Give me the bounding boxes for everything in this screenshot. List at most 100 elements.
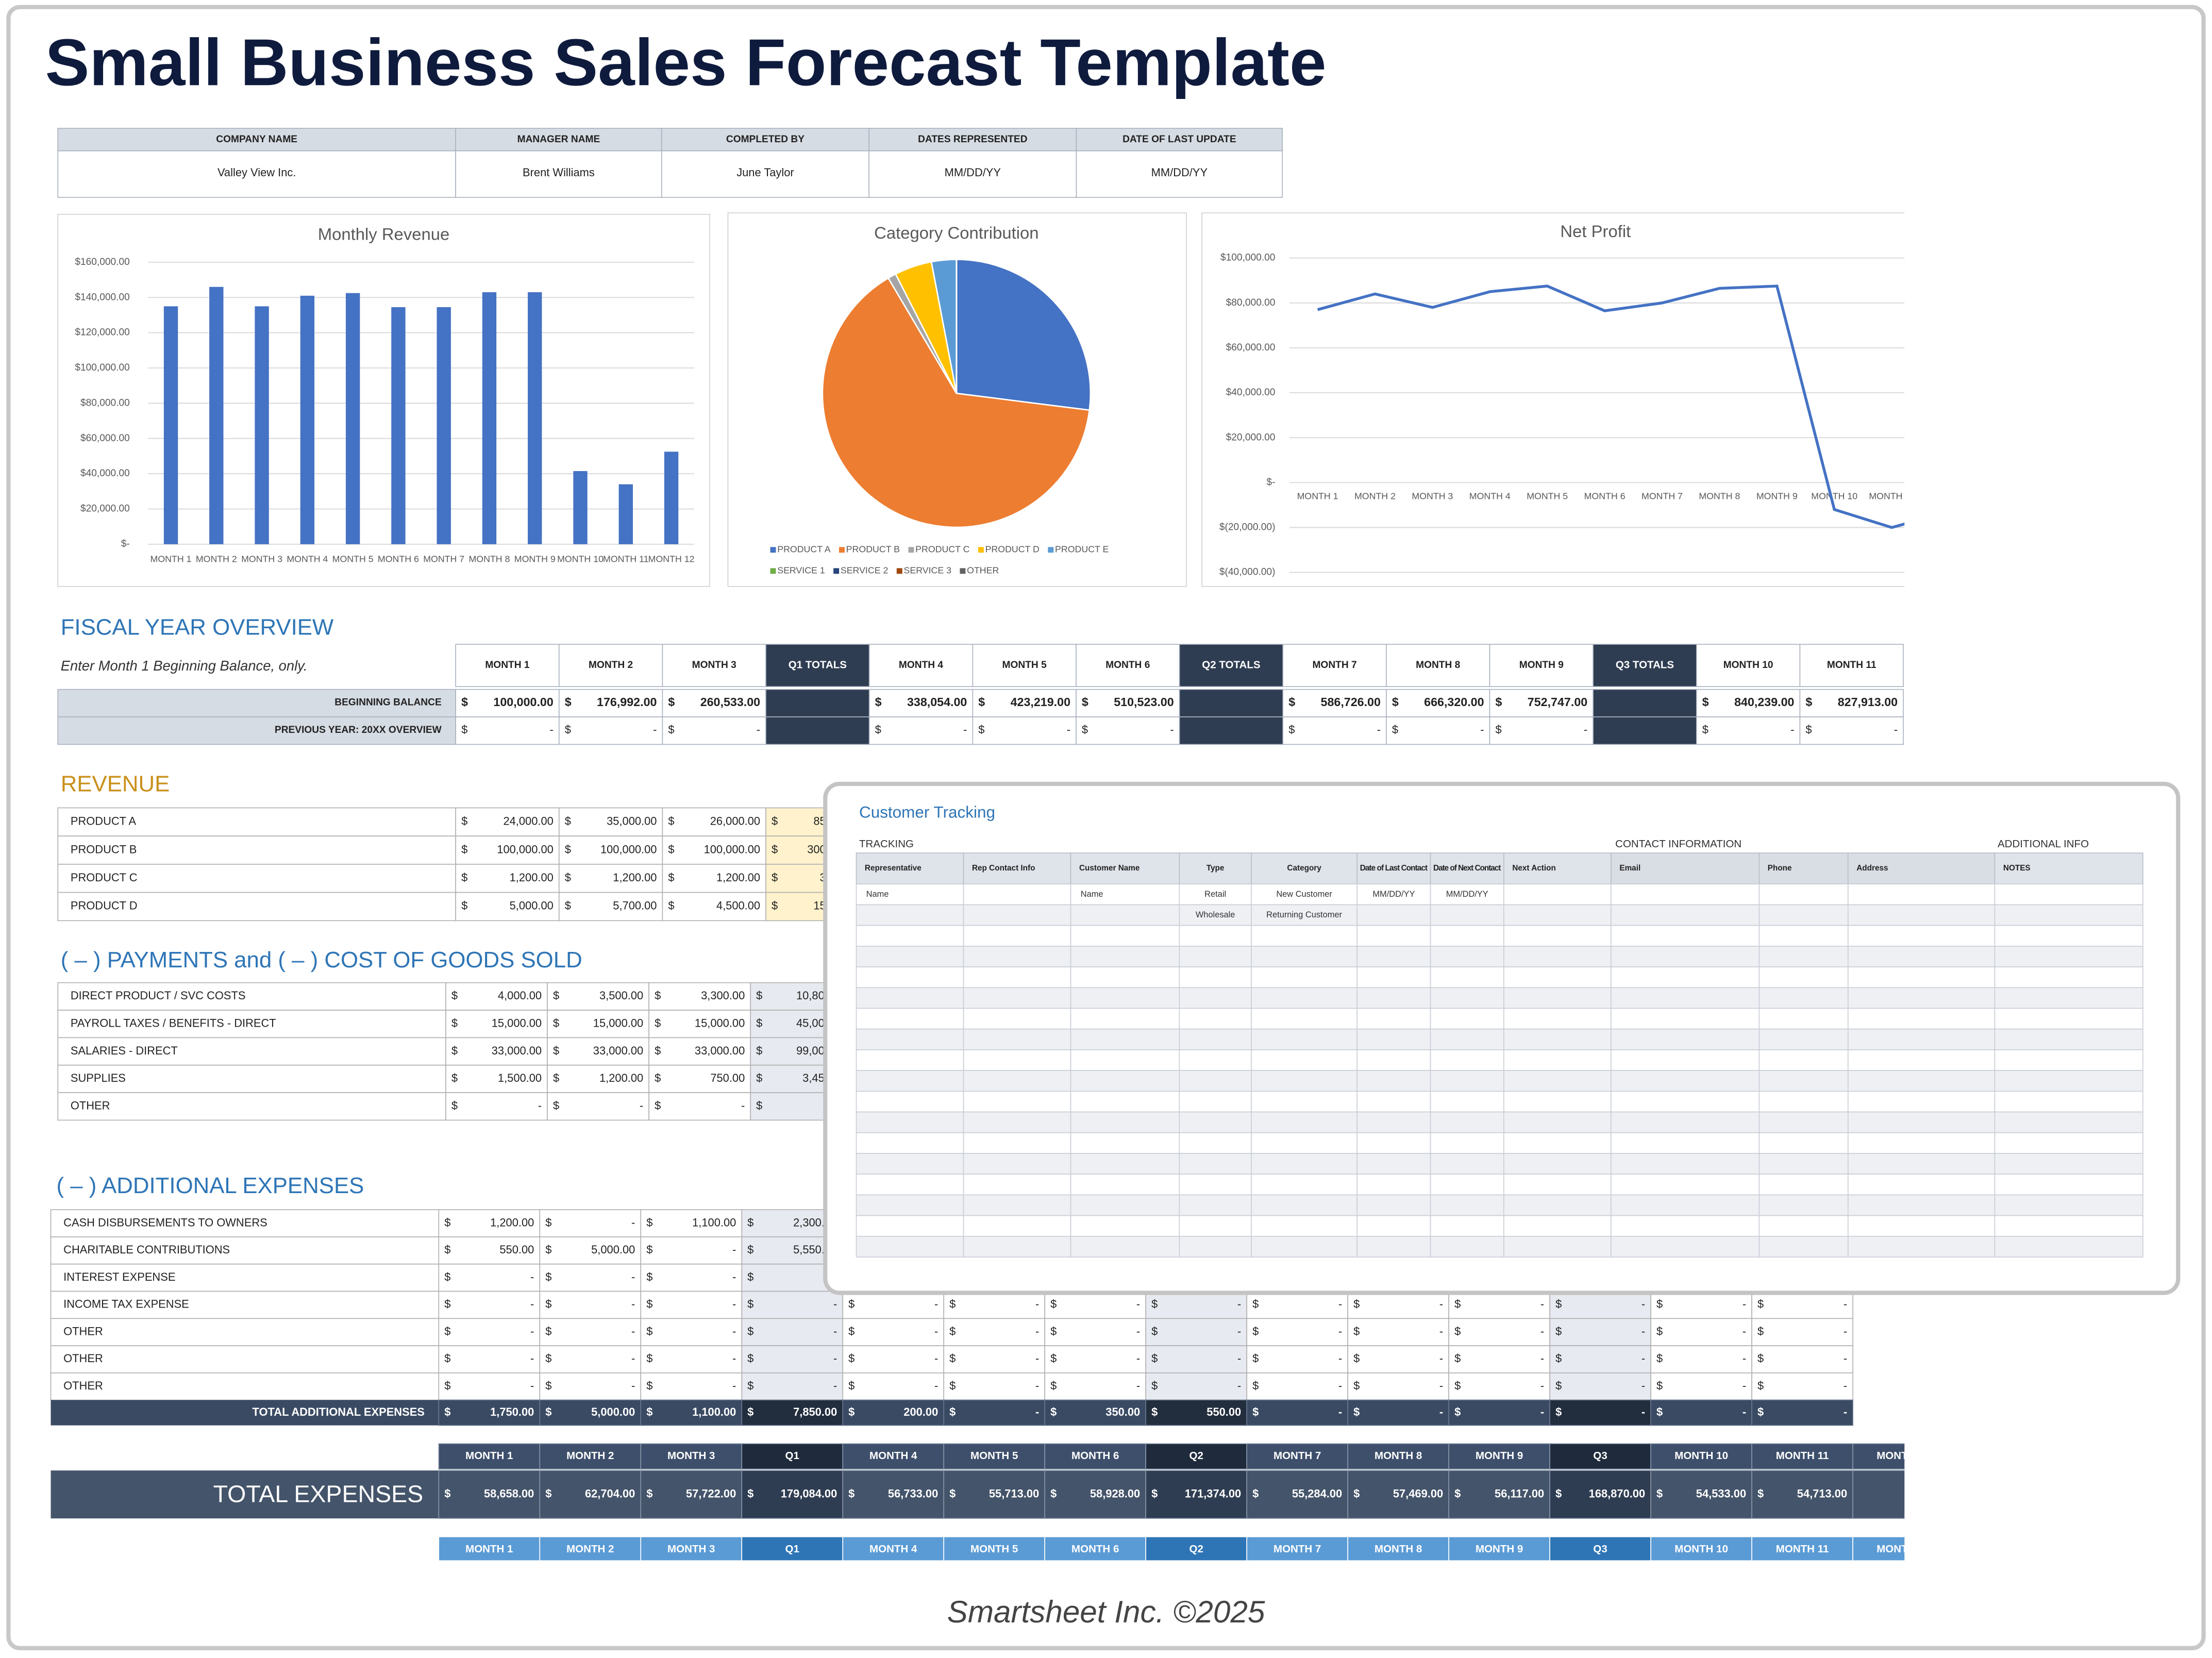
cell-text: SUPPLIES (71, 1071, 126, 1084)
currency-symbol: $ (978, 723, 984, 736)
cell-text: MONTH 9 (1519, 660, 1564, 671)
table-cell (1251, 1174, 1358, 1196)
amount: - (833, 1325, 837, 1337)
value-cell (640, 1291, 743, 1319)
cell-text: NOTES (2003, 864, 2031, 873)
value-cell (640, 1345, 743, 1374)
amount: 510,523.00 (1114, 695, 1174, 709)
value-cell (539, 1372, 642, 1401)
value-cell (1076, 716, 1180, 745)
currency-symbol: $ (655, 989, 661, 1002)
column-header (972, 644, 1077, 688)
table-cell (1503, 1070, 1612, 1092)
table-cell (1847, 883, 1996, 906)
currency-symbol: $ (553, 1016, 559, 1029)
amount: - (631, 1352, 635, 1365)
cell-text: MONTH 1 (465, 1450, 513, 1462)
amount: - (550, 723, 554, 736)
legend-swatch (833, 568, 840, 574)
table-cell (1070, 1070, 1180, 1092)
cell-text: Retail (1204, 890, 1226, 899)
currency-symbol: $ (646, 1270, 652, 1283)
table-cell (1070, 1235, 1180, 1258)
amount: 7,850.00 (793, 1405, 837, 1418)
table-cell (1430, 904, 1504, 926)
amount: - (1742, 1325, 1746, 1337)
cell-text: OTHER (63, 1325, 103, 1337)
value-cell (842, 1318, 945, 1346)
amount: - (934, 1298, 938, 1311)
amount: - (1136, 1325, 1140, 1337)
y-tick-label: $20,000.00 (80, 504, 130, 514)
cell-text: Date of Next Contact (1433, 864, 1501, 873)
cell-text: MONTH 8 (1375, 1543, 1422, 1555)
table-cell (1179, 987, 1252, 1009)
table-cell (963, 1008, 1071, 1030)
table-cell (1758, 883, 1849, 906)
currency-symbol: $ (1151, 1405, 1158, 1418)
cell-text: MONTH 12 (1876, 1543, 1930, 1555)
table-cell (856, 1028, 964, 1050)
column-header (1076, 644, 1180, 688)
table-cell (856, 1194, 964, 1216)
total-cell (1751, 1399, 1853, 1426)
value-cell (1799, 716, 1904, 745)
cell-text: DIRECT PRODUCT / SVC COSTS (71, 989, 246, 1002)
cell-text: Name (866, 890, 889, 899)
cell-text: Enter Month 1 Beginning Balance, only. (61, 658, 308, 674)
value-cell (1751, 1318, 1853, 1346)
table-cell (1179, 1008, 1252, 1030)
currency-symbol: $ (451, 1044, 458, 1057)
cell-text: Q1 TOTALS (789, 659, 847, 671)
amount: 33,000.00 (593, 1044, 643, 1057)
value-cell (640, 1263, 743, 1292)
x-tick-label: MONTH 10 (557, 554, 604, 564)
value-cell (445, 982, 548, 1011)
table-cell (963, 1153, 1071, 1175)
currency-symbol: $ (747, 1379, 753, 1392)
amount: - (833, 1352, 837, 1365)
currency-symbol: $ (1353, 1487, 1360, 1500)
amount: - (1035, 1405, 1039, 1418)
currency-symbol: $ (545, 1352, 551, 1365)
column-header (1246, 1443, 1348, 1470)
currency-symbol: $ (1252, 1352, 1259, 1365)
table-cell (1611, 1132, 1760, 1154)
currency-symbol: $ (949, 1405, 956, 1418)
amount: - (963, 723, 967, 736)
table-cell (1070, 1091, 1180, 1113)
y-tick-label: $80,000.00 (1226, 297, 1276, 308)
cell-text: MONTH 10 (1674, 1543, 1728, 1555)
info-header-cell (455, 128, 662, 152)
table-cell (1251, 1028, 1358, 1050)
currency-symbol: $ (1757, 1379, 1764, 1392)
table-cell (1611, 1235, 1760, 1258)
currency-symbol: $ (1757, 1352, 1764, 1365)
y-tick-label: $40,000.00 (1226, 387, 1276, 398)
table-cell (1994, 1153, 2143, 1175)
table-cell (1503, 925, 1612, 947)
currency-symbol: $ (848, 1379, 854, 1392)
value-cell (1650, 1318, 1752, 1346)
value-cell (539, 1263, 642, 1292)
value-cell (1593, 716, 1697, 745)
amount: 5,000.00 (510, 899, 554, 912)
legend-swatch (770, 547, 776, 553)
currency-symbol: $ (1082, 695, 1088, 709)
table-cell (1994, 1008, 2143, 1030)
amount: - (1641, 1298, 1645, 1311)
value-cell (741, 1318, 844, 1346)
amount: 1,100.00 (692, 1405, 736, 1418)
total-cell (741, 1470, 844, 1519)
amount: - (1480, 723, 1484, 736)
table-cell (856, 883, 964, 906)
currency-symbol: $ (655, 1071, 661, 1084)
table-cell (1430, 966, 1504, 989)
total-cell (1650, 1470, 1752, 1519)
cell-text: MONTH 5 (970, 1450, 1018, 1462)
value-cell (741, 1291, 844, 1319)
currency-symbol: $ (875, 723, 881, 736)
value-cell (539, 1345, 642, 1374)
amount: 1,200.00 (490, 1216, 534, 1229)
currency-symbol: $ (848, 1352, 854, 1365)
